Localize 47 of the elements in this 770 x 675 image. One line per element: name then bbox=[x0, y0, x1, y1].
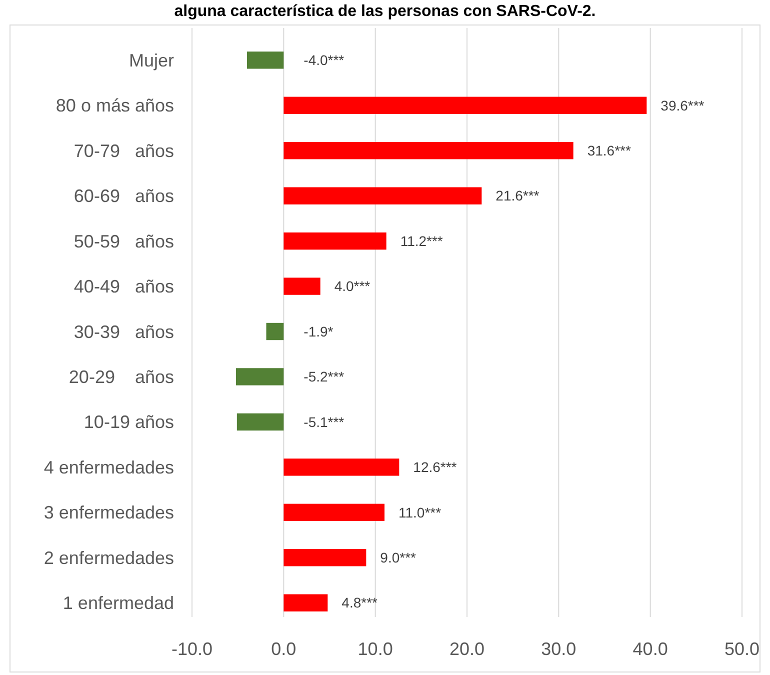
bar bbox=[284, 142, 574, 160]
y-tick-label: 20-29 años bbox=[68, 367, 174, 388]
bar bbox=[284, 504, 384, 521]
bar bbox=[284, 458, 400, 476]
x-tick-label: 10.0 bbox=[358, 639, 393, 659]
data-label: 9.0*** bbox=[380, 550, 417, 566]
data-label: 39.6*** bbox=[660, 97, 705, 114]
y-tick-label: 70-79 años bbox=[74, 140, 174, 161]
bar bbox=[247, 52, 284, 69]
bar bbox=[284, 232, 386, 250]
y-tick-label: 4 enfermedades bbox=[44, 457, 174, 478]
y-tick-label: 60-69 años bbox=[74, 186, 174, 206]
y-tick-label: 1 enfermedad bbox=[62, 593, 174, 614]
y-tick-label: 50-59 años bbox=[74, 231, 174, 252]
x-tick-label: -10.0 bbox=[171, 639, 213, 659]
data-label: 4.0*** bbox=[334, 278, 371, 294]
bar bbox=[284, 594, 328, 612]
bar bbox=[284, 549, 366, 566]
data-label: 31.6*** bbox=[587, 142, 632, 159]
y-tick-label: 3 enfermedades bbox=[44, 502, 174, 523]
y-tick-label: Mujer bbox=[128, 50, 174, 70]
data-label: 4.8*** bbox=[342, 594, 378, 611]
data-label: 12.6*** bbox=[413, 459, 458, 476]
x-tick-label: 50.0 bbox=[724, 639, 760, 659]
bar bbox=[284, 187, 482, 204]
bar bbox=[284, 278, 320, 295]
y-tick-label: 80 o más años bbox=[56, 96, 174, 116]
data-label: 11.0*** bbox=[398, 504, 442, 520]
data-label: 11.2*** bbox=[400, 232, 444, 249]
y-tick-label: 30-39 años bbox=[74, 322, 174, 342]
x-tick-label: 40.0 bbox=[632, 639, 668, 659]
data-label: -1.9* bbox=[304, 323, 334, 340]
x-tick-label: 20.0 bbox=[449, 639, 485, 659]
bar bbox=[266, 322, 284, 340]
data-label: 21.6*** bbox=[496, 188, 540, 204]
bar bbox=[236, 413, 284, 431]
y-tick-label: 10-19 años bbox=[84, 412, 174, 432]
bar bbox=[284, 96, 647, 114]
x-tick-label: 0.0 bbox=[271, 639, 296, 659]
y-tick-label: 40-49 años bbox=[74, 276, 174, 297]
data-label: -5.1*** bbox=[304, 414, 345, 430]
data-label: -4.0*** bbox=[304, 52, 345, 68]
bar bbox=[236, 368, 284, 386]
data-label: -5.2*** bbox=[304, 368, 345, 385]
x-tick-label: 30.0 bbox=[541, 639, 576, 659]
y-tick-label: 2 enfermedades bbox=[44, 548, 174, 568]
chart-title: alguna característica de las personas con SARS-CoV-2. bbox=[174, 3, 596, 20]
